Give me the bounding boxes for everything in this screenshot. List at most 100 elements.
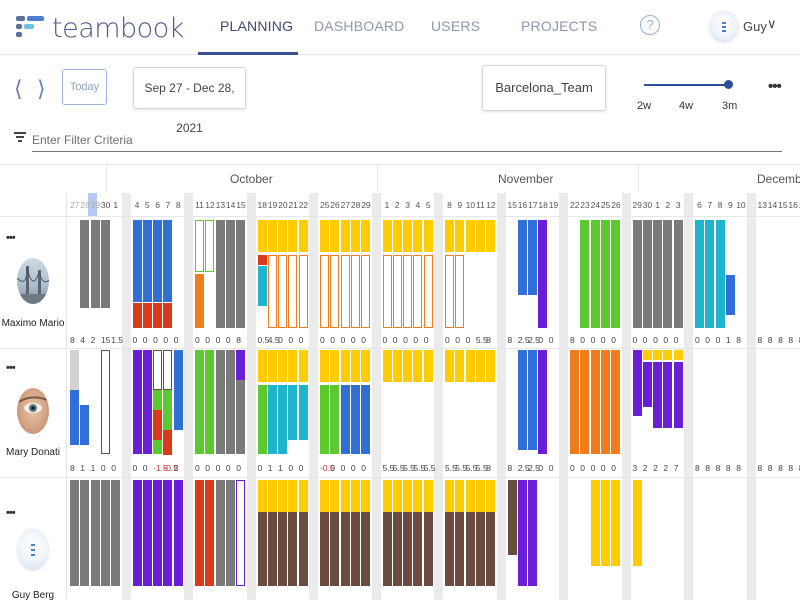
booking-block xyxy=(278,512,288,586)
booking-block xyxy=(330,350,340,382)
tab-planning[interactable]: PLANNING xyxy=(220,18,294,34)
booking-block xyxy=(70,480,80,586)
booking-block xyxy=(455,255,465,328)
day-label: 12 xyxy=(205,200,215,210)
booking-block xyxy=(486,512,496,586)
booking-block xyxy=(392,350,402,382)
zoom-slider-track[interactable] xyxy=(644,84,730,86)
booking-block xyxy=(257,255,267,265)
booking-block xyxy=(225,480,235,586)
capacity-value: 0 xyxy=(225,463,231,473)
booking-block xyxy=(538,220,548,328)
booking-block xyxy=(361,480,371,512)
logo[interactable]: teambook xyxy=(14,11,184,45)
person-menu-icon[interactable]: ••• xyxy=(6,362,16,374)
booking-block xyxy=(423,255,433,328)
booking-block xyxy=(163,430,173,455)
booking-block xyxy=(361,512,371,586)
person-name[interactable]: Guy Berg xyxy=(11,590,55,600)
capacity-value: 0 xyxy=(673,335,679,345)
booking-block xyxy=(330,512,340,586)
capacity-value: 8 xyxy=(788,463,794,473)
capacity-value: 5.5 xyxy=(392,463,405,473)
capacity-value: 0 xyxy=(705,335,711,345)
booking-block xyxy=(590,350,600,454)
person-menu-icon[interactable]: ••• xyxy=(6,232,16,244)
avatar[interactable] xyxy=(18,530,48,570)
filter-input[interactable] xyxy=(32,128,782,152)
person-name[interactable]: Maximo Mario xyxy=(1,318,65,329)
booking-block xyxy=(423,512,433,586)
booking-block xyxy=(236,220,246,328)
capacity-value: 0 xyxy=(236,463,241,473)
help-icon[interactable]: ? xyxy=(640,15,660,35)
capacity-value: 0 xyxy=(330,335,336,345)
zoom-slider-handle[interactable] xyxy=(724,80,733,89)
booking-block xyxy=(132,303,142,328)
capacity-value: 0 xyxy=(465,335,471,345)
team-selector[interactable]: Barcelona_Team xyxy=(482,65,606,111)
person-menu-icon[interactable]: ••• xyxy=(6,507,16,519)
chevron-left-icon[interactable]: ⟨ xyxy=(14,76,23,101)
chevron-down-icon[interactable]: ∨ xyxy=(767,16,777,31)
day-label: 18 xyxy=(538,200,548,210)
capacity-value: 5.5 xyxy=(475,335,488,345)
tab-users[interactable]: USERS xyxy=(431,18,481,34)
capacity-value: 0 xyxy=(361,335,366,345)
capacity-value: 0 xyxy=(632,335,638,345)
booking-block xyxy=(236,350,246,380)
booking-block xyxy=(163,390,173,454)
capacity-value: 4 xyxy=(80,335,86,345)
booking-block xyxy=(163,220,173,302)
tab-dashboard[interactable]: DASHBOARD xyxy=(314,18,405,34)
tab-projects[interactable]: PROJECTS xyxy=(521,18,598,34)
day-label: 19 xyxy=(267,200,278,210)
more-options-icon[interactable]: ••• xyxy=(768,78,782,95)
booking-block xyxy=(528,350,538,450)
booking-block xyxy=(340,480,350,512)
capacity-value: 2 xyxy=(642,463,648,473)
capacity-value: 2.5 xyxy=(517,335,530,345)
today-button[interactable]: Today xyxy=(62,69,107,105)
user-avatar[interactable] xyxy=(710,12,738,42)
day-label: 9 xyxy=(457,200,463,210)
capacity-value: 0 xyxy=(257,463,263,473)
date-range-button[interactable]: Sep 27 - Dec 28, 2021 xyxy=(133,67,246,135)
capacity-value: 0 xyxy=(455,335,461,345)
capacity-value: 2.5 xyxy=(528,463,540,473)
capacity-value: 0 xyxy=(225,335,231,345)
booking-block xyxy=(163,480,173,586)
avatar[interactable] xyxy=(17,258,49,304)
day-label: 22 xyxy=(298,200,309,210)
booking-block xyxy=(382,480,392,512)
booking-block xyxy=(507,480,517,555)
day-label: 29 xyxy=(90,200,101,210)
booking-block xyxy=(423,220,433,252)
capacity-value: 0 xyxy=(288,335,294,345)
chevron-right-icon[interactable]: ⟩ xyxy=(37,76,46,101)
avatar[interactable] xyxy=(17,388,49,434)
zoom-option-3m[interactable]: 3m xyxy=(722,100,738,112)
zoom-option-2w[interactable]: 2w xyxy=(637,100,652,112)
capacity-value: 1 xyxy=(725,335,731,345)
booking-block xyxy=(392,512,402,586)
capacity-value: 8 xyxy=(736,463,741,473)
day-label: 28 xyxy=(350,200,361,210)
booking-block xyxy=(455,480,465,512)
capacity-value: 1 xyxy=(80,463,86,473)
booking-block xyxy=(257,220,267,252)
capacity-value: 0 xyxy=(132,335,138,345)
day-label: 26 xyxy=(611,200,621,210)
booking-block xyxy=(330,385,340,454)
person-name[interactable]: Mary Donati xyxy=(6,447,60,458)
capacity-value: 8 xyxy=(757,463,763,473)
booking-block xyxy=(236,350,246,454)
capacity-value: 0 xyxy=(382,335,388,345)
user-name[interactable]: Guy xyxy=(743,19,767,34)
booking-block xyxy=(320,512,330,586)
booking-block xyxy=(632,350,642,416)
capacity-value: 8 xyxy=(236,335,241,345)
zoom-option-4w[interactable]: 4w xyxy=(679,100,694,112)
booking-block xyxy=(320,255,330,328)
capacity-value: 8 xyxy=(507,463,513,473)
